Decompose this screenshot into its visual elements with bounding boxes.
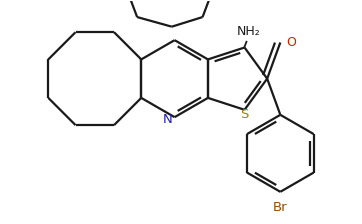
Text: S: S bbox=[240, 108, 249, 121]
Text: NH₂: NH₂ bbox=[236, 25, 260, 38]
Text: N: N bbox=[163, 113, 173, 126]
Text: O: O bbox=[286, 36, 296, 49]
Text: Br: Br bbox=[273, 201, 288, 214]
